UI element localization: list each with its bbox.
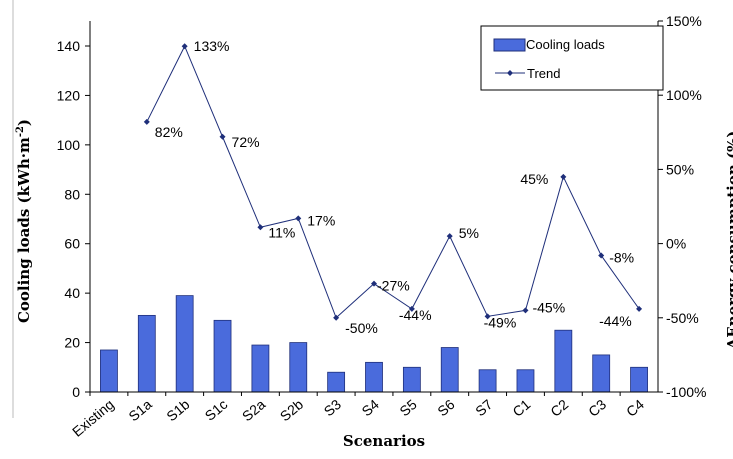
- bar-C3: [593, 355, 610, 392]
- trend-label-S3: -50%: [345, 320, 378, 336]
- y2-tick-label: -100%: [666, 384, 706, 400]
- y2-tick-label: 150%: [666, 13, 702, 29]
- x-tick-label-S1a: S1a: [125, 396, 155, 424]
- y2-tick-label: 100%: [666, 87, 702, 103]
- trend-point-S1c: [220, 134, 226, 140]
- x-tick-label-S3: S3: [321, 396, 345, 419]
- legend-cooling-loads: Cooling loads: [526, 37, 605, 52]
- legend-bar-swatch: [494, 39, 525, 51]
- y-tick-label: 20: [64, 335, 80, 351]
- trend-label-S2b: 17%: [307, 212, 335, 228]
- bar-C2: [555, 330, 572, 392]
- x-tick-label-S4: S4: [359, 396, 383, 419]
- trend-label-S2a: 11%: [268, 224, 295, 240]
- y-axis-title-superscript: -2: [15, 126, 26, 137]
- y-tick-label: 80: [64, 186, 80, 202]
- y-tick-label: 40: [64, 285, 80, 301]
- bars-layer: [100, 296, 647, 392]
- bar-S1c: [214, 320, 231, 392]
- trend-point-S1b: [182, 43, 188, 49]
- y-axis-title-main: Cooling loads (kWh·m: [15, 137, 33, 323]
- trend-point-S6: [447, 233, 453, 239]
- bar-S1b: [176, 296, 193, 392]
- x-tick-label-S5: S5: [396, 396, 420, 419]
- y-tick-label: 100: [57, 137, 81, 153]
- x-tick-label-S1b: S1b: [163, 396, 193, 424]
- bar-C4: [631, 367, 648, 392]
- y-axis-title: Cooling loads (kWh·m-2): [15, 119, 33, 323]
- x-tick-label-S6: S6: [434, 396, 458, 419]
- y2-tick-label: 0%: [666, 236, 686, 252]
- trend-point-S1a: [144, 119, 150, 125]
- trend-label-C2: 45%: [520, 171, 548, 187]
- x-tick-label-C3: C3: [585, 396, 609, 420]
- trend-label-S1a: 82%: [155, 124, 183, 140]
- x-tick-label-S1c: S1c: [202, 396, 231, 424]
- y2-tick-label: 50%: [666, 161, 694, 177]
- trend-label-C1: -45%: [532, 299, 565, 315]
- x-tick-label-C2: C2: [547, 396, 571, 420]
- x-axis-title: Scenarios: [343, 432, 425, 450]
- y-tick-label: 0: [72, 384, 80, 400]
- legend: Cooling loads Trend: [481, 26, 663, 90]
- y2-tick-label: -50%: [666, 310, 699, 326]
- bar-Existing: [100, 350, 117, 392]
- trend-label-C3: -8%: [609, 249, 634, 265]
- y-axis-title-close: ): [15, 119, 33, 126]
- y-tick-label: 140: [57, 38, 81, 54]
- trend-label-S6: 5%: [459, 225, 479, 241]
- bar-S2a: [252, 345, 269, 392]
- x-tick-label-S2b: S2b: [277, 396, 307, 424]
- y-tick-label: 120: [57, 87, 81, 103]
- x-tick-label-Existing: Existing: [69, 396, 117, 440]
- x-tick-label-S7: S7: [472, 396, 496, 419]
- trend-label-S7: -49%: [484, 314, 517, 330]
- trend-label-S1b: 133%: [194, 38, 230, 54]
- bar-S6: [441, 348, 458, 392]
- x-tick-label-C4: C4: [623, 396, 647, 420]
- bar-S7: [479, 370, 496, 392]
- x-tick-label-C1: C1: [509, 396, 533, 420]
- bar-S4: [366, 362, 383, 392]
- trend-label-S1c: 72%: [232, 134, 260, 150]
- bar-C1: [517, 370, 534, 392]
- y2-axis-title: ΔEnergy consumption (%): [724, 131, 733, 350]
- bar-S3: [328, 372, 345, 392]
- legend-box: [481, 26, 663, 90]
- y-tick-label: 60: [64, 236, 80, 252]
- trend-point-S2a: [257, 224, 263, 230]
- trend-label-S4: -27%: [377, 278, 410, 294]
- bar-S1a: [138, 315, 155, 392]
- trend-point-S2b: [295, 215, 301, 221]
- trend-point-C1: [522, 307, 528, 313]
- bar-S2b: [290, 343, 307, 392]
- trend-label-S5: -44%: [399, 307, 432, 323]
- trend-label-C4: -44%: [599, 313, 632, 329]
- bar-S5: [403, 367, 420, 392]
- x-tick-label-S2a: S2a: [239, 396, 269, 424]
- trend-point-C2: [560, 174, 566, 180]
- legend-trend: Trend: [527, 66, 560, 81]
